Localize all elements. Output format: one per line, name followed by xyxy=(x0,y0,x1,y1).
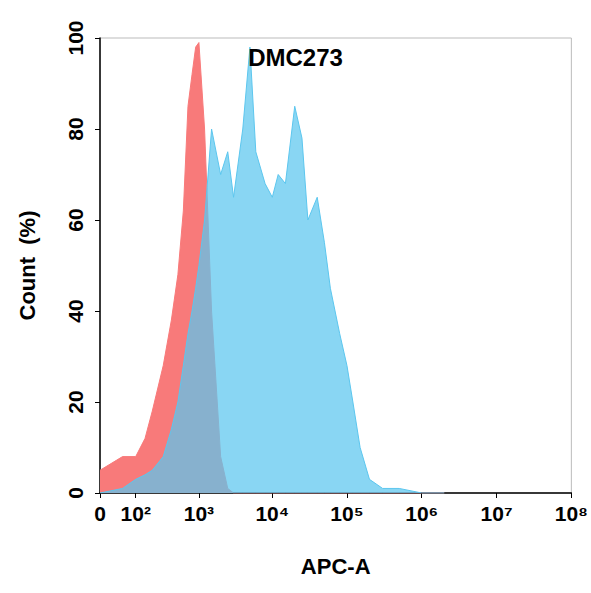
svg-text:20: 20 xyxy=(64,390,87,413)
svg-text:80: 80 xyxy=(64,117,87,140)
svg-text:Count (%): Count (%) xyxy=(15,211,40,321)
svg-text:10⁶: 10⁶ xyxy=(405,502,438,525)
svg-text:10³: 10³ xyxy=(184,502,214,525)
svg-text:10⁴: 10⁴ xyxy=(255,502,289,525)
svg-text:40: 40 xyxy=(64,299,87,322)
svg-text:60: 60 xyxy=(64,208,87,231)
svg-text:APC-A: APC-A xyxy=(301,554,371,579)
svg-text:0: 0 xyxy=(64,487,87,499)
svg-text:10⁸: 10⁸ xyxy=(555,502,588,525)
svg-text:100: 100 xyxy=(64,20,87,55)
svg-text:10⁵: 10⁵ xyxy=(330,502,363,525)
svg-text:10⁷: 10⁷ xyxy=(481,502,513,525)
svg-text:0: 0 xyxy=(94,502,106,525)
svg-text:10²: 10² xyxy=(121,502,151,525)
svg-text:DMC273: DMC273 xyxy=(248,44,343,71)
